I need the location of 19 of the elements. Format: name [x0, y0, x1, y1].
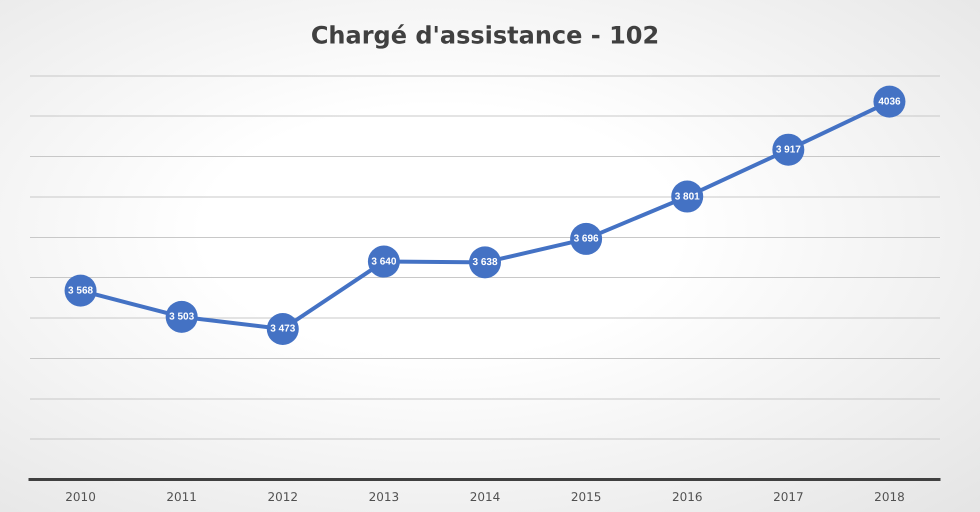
data-label: 3 503 [169, 312, 195, 323]
x-tick-label: 2016 [672, 490, 702, 504]
x-tick-label: 2010 [65, 490, 96, 504]
data-label: 3 801 [674, 191, 700, 202]
data-label: 3 638 [472, 257, 498, 268]
data-label: 3 696 [574, 234, 600, 245]
x-tick-label: 2011 [166, 490, 197, 504]
data-label: 3 640 [371, 256, 397, 268]
x-tick-label: 2012 [268, 490, 298, 504]
x-tick-label: 2017 [773, 490, 804, 504]
data-label: 4036 [878, 96, 902, 108]
chart-title: Chargé d'assistance - 102 [310, 22, 660, 50]
x-tick-label: 2014 [470, 490, 500, 504]
data-label: 3 917 [776, 144, 802, 156]
x-tick-label: 2013 [368, 490, 400, 504]
x-tick-label: 2018 [874, 490, 905, 504]
data-label: 3 473 [270, 324, 296, 335]
x-tick-label: 2015 [570, 490, 602, 504]
data-label: 3 568 [68, 285, 94, 296]
